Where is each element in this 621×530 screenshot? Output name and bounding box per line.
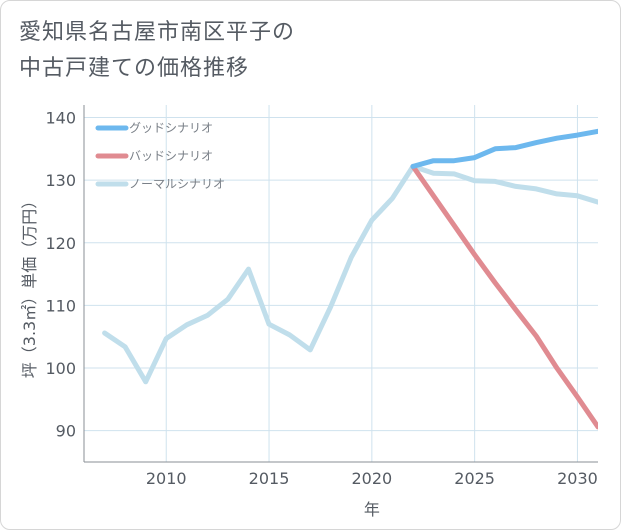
series-line-0 <box>410 128 598 169</box>
y-tick-label-90: 90 <box>56 422 76 441</box>
x-tick-label-2030: 2030 <box>557 469 598 488</box>
y-tick-label-130: 130 <box>45 171 76 190</box>
y-axis-title: 坪（3.3㎡）単価（万円） <box>20 193 39 378</box>
x-axis-title: 年 <box>364 500 380 519</box>
chart-title-line-1: 愛知県名古屋市南区平子の <box>19 20 296 45</box>
series-line-2 <box>102 163 598 385</box>
y-tick-label-110: 110 <box>45 296 76 315</box>
x-tick-label-2015: 2015 <box>249 469 290 488</box>
legend-label-1: バッドシナリオ <box>129 149 213 163</box>
legend-label-0: グッドシナリオ <box>129 121 213 135</box>
chart-title: 愛知県名古屋市南区平子の 中古戸建ての価格推移 <box>19 15 295 87</box>
chart-title-line-2: 中古戸建ての価格推移 <box>19 56 250 81</box>
x-tick-label-2025: 2025 <box>454 469 495 488</box>
legend-label-2: ノーマルシナリオ <box>129 177 225 191</box>
y-tick-label-140: 140 <box>45 109 76 128</box>
x-tick-label-2010: 2010 <box>146 469 187 488</box>
series-line-1 <box>410 163 598 430</box>
y-tick-label-100: 100 <box>45 359 76 378</box>
y-tick-label-120: 120 <box>45 234 76 253</box>
x-tick-label-2020: 2020 <box>351 469 392 488</box>
